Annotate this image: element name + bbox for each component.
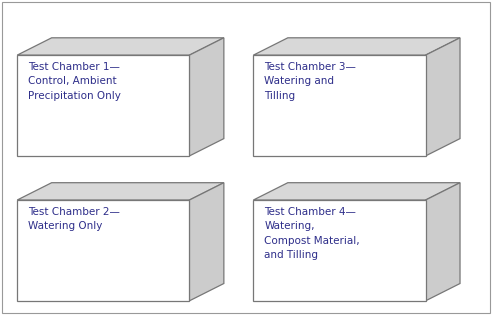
Text: Test Chamber 4—
Watering,
Compost Material,
and Tilling: Test Chamber 4— Watering, Compost Materi… xyxy=(264,207,360,260)
Text: Test Chamber 3—
Watering and
Tilling: Test Chamber 3— Watering and Tilling xyxy=(264,62,356,101)
Polygon shape xyxy=(189,38,224,156)
Polygon shape xyxy=(253,55,426,156)
FancyBboxPatch shape xyxy=(2,2,490,313)
Polygon shape xyxy=(17,200,189,301)
Text: Test Chamber 1—
Control, Ambient
Precipitation Only: Test Chamber 1— Control, Ambient Precipi… xyxy=(28,62,121,101)
Polygon shape xyxy=(426,183,460,301)
Polygon shape xyxy=(253,183,460,200)
Polygon shape xyxy=(426,38,460,156)
Polygon shape xyxy=(17,183,224,200)
Polygon shape xyxy=(253,200,426,301)
Polygon shape xyxy=(253,38,460,55)
Polygon shape xyxy=(189,183,224,301)
Polygon shape xyxy=(17,55,189,156)
Polygon shape xyxy=(17,38,224,55)
Text: Test Chamber 2—
Watering Only: Test Chamber 2— Watering Only xyxy=(28,207,120,231)
